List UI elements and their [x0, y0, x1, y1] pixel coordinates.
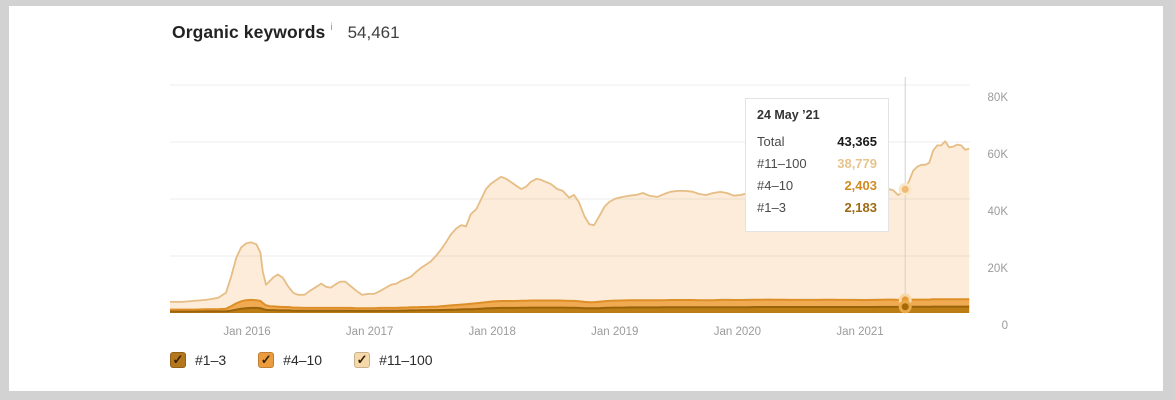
hover-markers	[898, 182, 912, 314]
page-title: Organic keywords	[172, 22, 326, 42]
tooltip-row-0: Total 43,365	[757, 131, 877, 153]
axis-labels: 0 20K 40K 60K 80K Jan 2016 Jan 2017 Jan 2018 Jan…	[223, 92, 1008, 338]
checkmark-icon: ✓	[356, 351, 368, 367]
checkmark-icon: ✓	[172, 351, 184, 367]
x-tick-label: Jan 2021	[836, 326, 883, 338]
tooltip-row-value: 38,779	[837, 156, 877, 171]
area-1-3-line	[170, 305, 970, 313]
y-tick-label: 40K	[988, 206, 1009, 218]
x-tick-label: Jan 2020	[714, 326, 761, 338]
x-tick-label: Jan 2018	[469, 326, 516, 338]
x-tick-label: Jan 2017	[346, 326, 393, 338]
legend-checkbox[interactable]: ✓	[258, 351, 275, 368]
chart-tooltip: 24 May ’21 Total 43,365 #11–100 38,779 #4–10…	[745, 98, 889, 232]
info-icon[interactable]: i	[330, 22, 333, 33]
y-tick-label: 20K	[988, 263, 1009, 275]
checkmark-icon: ✓	[260, 351, 272, 367]
organic-keywords-count: 54,461	[347, 23, 400, 42]
x-tick-label: Jan 2016	[223, 326, 270, 338]
legend-label: #4–10	[283, 352, 323, 368]
tooltip-row-label: #11–100	[757, 156, 807, 171]
tooltip-date: 24 May ’21	[757, 108, 820, 122]
chart-legend: ✓ #1–3 ✓ #4–10 ✓ #11–100	[170, 352, 433, 368]
tooltip-row-value: 43,365	[837, 134, 877, 149]
y-tick-label: 80K	[988, 92, 1009, 104]
legend-item-1-3[interactable]: ✓ #1–3	[170, 352, 226, 368]
legend-item-4-10[interactable]: ✓ #4–10	[258, 352, 322, 368]
legend-label: #1–3	[195, 352, 227, 368]
tooltip-row-3: #1–3 2,183	[757, 197, 877, 219]
tooltip-row-value: 2,403	[844, 178, 877, 193]
y-tick-label: 0	[1002, 320, 1008, 332]
marker-1-3	[898, 300, 912, 314]
legend-item-11-100[interactable]: ✓ #11–100	[354, 351, 433, 368]
tooltip-row-1: #11–100 38,779	[757, 153, 877, 175]
area-11-100	[170, 141, 970, 310]
legend-checkbox[interactable]: ✓	[354, 351, 371, 368]
stacked-areas	[170, 140, 970, 313]
chart-header: Organic keywords i 54,461	[172, 22, 400, 43]
tooltip-row-label: #1–3	[757, 200, 786, 215]
area-4-10-line	[170, 298, 970, 311]
tooltip-row-2: #4–10 2,403	[757, 175, 877, 197]
legend-label: #11–100	[379, 352, 433, 368]
marker-total	[898, 182, 912, 196]
tooltip-row-value: 2,183	[844, 200, 877, 215]
legend-checkbox[interactable]: ✓	[170, 352, 186, 368]
tooltip-row-label: Total	[757, 134, 785, 149]
tooltip-row-label: #4–10	[757, 178, 794, 193]
y-tick-label: 60K	[988, 149, 1009, 161]
x-tick-label: Jan 2019	[591, 326, 638, 338]
